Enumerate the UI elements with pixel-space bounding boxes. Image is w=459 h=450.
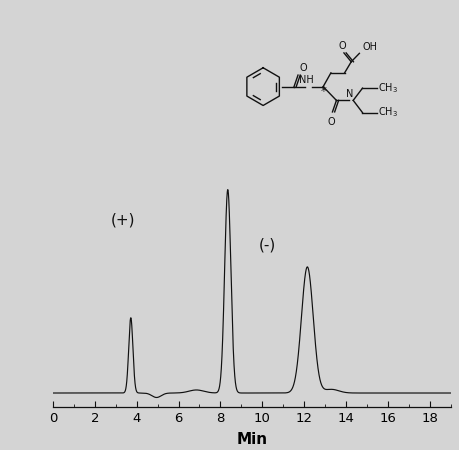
Text: CH$_3$: CH$_3$ (377, 81, 397, 95)
Text: O: O (338, 40, 346, 51)
Text: OH: OH (362, 42, 377, 52)
Text: O: O (327, 117, 334, 127)
Text: O: O (299, 63, 306, 73)
Text: CH$_3$: CH$_3$ (377, 106, 397, 119)
X-axis label: Min: Min (236, 432, 267, 447)
Text: (+): (+) (110, 212, 134, 227)
Text: N: N (345, 89, 353, 99)
Text: (-): (-) (258, 238, 276, 252)
Text: *: * (320, 85, 326, 98)
Text: NH: NH (299, 75, 313, 85)
